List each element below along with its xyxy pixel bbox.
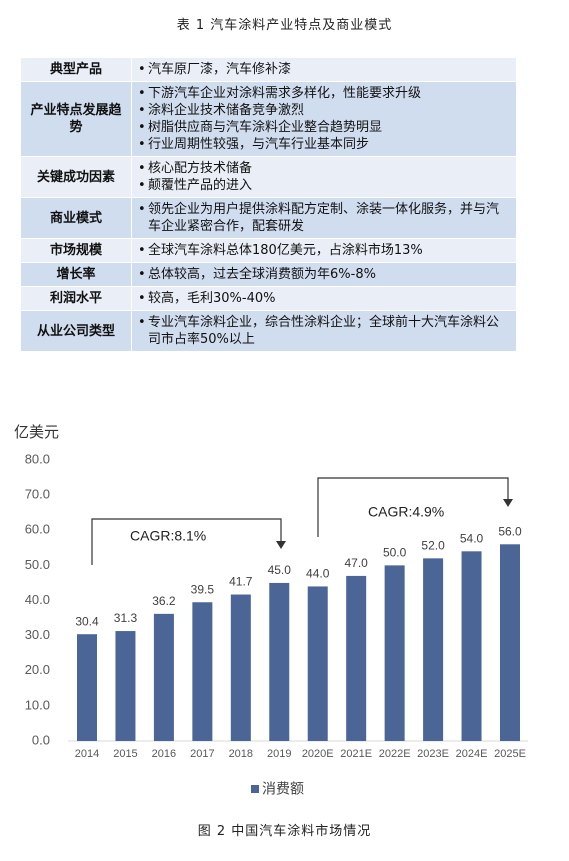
bullet-item: 涂料企业技术储备竞争激烈	[138, 102, 510, 119]
x-tick-label: 2019	[267, 748, 291, 760]
row-content: 下游汽车企业对涂料需求多样化，性能要求升级涂料企业技术储备竞争激烈树脂供应商与汽…	[131, 81, 517, 157]
bullet-item: 总体较高，过去全球消费额为年6%-8%	[138, 266, 510, 283]
data-label: 30.4	[75, 614, 99, 628]
bullet-item: 树脂供应商与汽车涂料企业整合趋势明显	[138, 119, 510, 136]
bar	[192, 602, 213, 741]
bracket	[91, 518, 282, 565]
data-label: 47.0	[345, 556, 369, 570]
chart: 亿美元 CAGR:8.1% CAGR:4.9% 0.0 10.0 20.0 30.0 4…	[14, 424, 528, 797]
bar	[461, 551, 482, 741]
bar	[307, 586, 328, 741]
bullet-item: 核心配方技术储备	[138, 160, 510, 177]
row-content: 汽车原厂漆，汽车修补漆	[131, 57, 517, 82]
bar	[269, 582, 290, 741]
y-tick-label: 40.0	[25, 592, 50, 607]
row-content: 领先企业为用户提供涂料配方定制、涂装一体化服务，并与汽车企业紧密合作，配套研发	[131, 197, 517, 239]
bullet-item: 颠覆性产品的进入	[138, 177, 510, 194]
x-tick-label: 2017	[190, 748, 214, 760]
bullet-item: 下游汽车企业对涂料需求多样化，性能要求升级	[138, 85, 510, 102]
data-label: 41.7	[229, 575, 253, 589]
x-tick-label: 2021E	[340, 748, 372, 760]
table: 典型产品汽车原厂漆，汽车修补漆产业特点发展趋势下游汽车企业对涂料需求多样化，性能…	[20, 57, 517, 352]
data-label: 39.5	[191, 582, 215, 596]
annotation: CAGR:4.9%	[368, 504, 444, 520]
y-axis-label: 亿美元	[14, 424, 59, 441]
arrow-head	[503, 499, 513, 507]
row-label: 增长率	[20, 262, 132, 287]
y-tick-label: 50.0	[25, 557, 50, 572]
table-title: 表 1 汽车涂料产业特点及商业模式	[176, 18, 393, 33]
x-tick-label: 2022E	[379, 748, 411, 760]
data-label: 50.0	[383, 546, 407, 560]
table-row: 典型产品汽车原厂漆，汽车修补漆	[20, 57, 517, 82]
data-label: 36.2	[152, 594, 176, 608]
x-tick-label: 2020E	[302, 748, 334, 760]
bullet-item: 领先企业为用户提供涂料配方定制、涂装一体化服务，并与汽车企业紧密合作，配套研发	[138, 201, 510, 235]
y-tick-label: 10.0	[25, 697, 50, 712]
bar	[153, 613, 174, 741]
bar	[346, 575, 367, 741]
bar	[115, 631, 136, 741]
row-label: 从业公司类型	[20, 310, 132, 352]
table-row: 利润水平较高，毛利30%-40%	[20, 286, 517, 311]
row-label: 典型产品	[20, 57, 132, 82]
bullet-item: 较高，毛利30%-40%	[138, 290, 510, 307]
y-tick-label: 70.0	[25, 487, 50, 502]
bar	[423, 558, 444, 741]
table-row: 市场规模全球汽车涂料总体180亿美元，占涂料市场13%	[20, 238, 517, 263]
table-row: 产业特点发展趋势下游汽车企业对涂料需求多样化，性能要求升级涂料企业技术储备竞争激…	[20, 81, 517, 157]
bracket	[317, 477, 509, 537]
bullet-item: 汽车原厂漆，汽车修补漆	[138, 61, 510, 78]
row-label: 市场规模	[20, 238, 132, 263]
bullet-item: 行业周期性较强，与汽车行业基本同步	[138, 136, 510, 153]
y-tick-label: 60.0	[25, 522, 50, 537]
row-label: 利润水平	[20, 286, 132, 311]
table-row: 商业模式领先企业为用户提供涂料配方定制、涂装一体化服务，并与汽车企业紧密合作，配…	[20, 197, 517, 239]
legend-label: 消费额	[262, 781, 304, 797]
bar	[230, 594, 251, 741]
data-label: 45.0	[268, 563, 292, 577]
bullet-item: 专业汽车涂料企业，综合性涂料企业；全球前十大汽车涂料公司市占率50%以上	[138, 314, 510, 348]
y-tick-label: 80.0	[25, 451, 50, 466]
x-tick-label: 2014	[75, 748, 99, 760]
row-label: 产业特点发展趋势	[20, 81, 132, 157]
row-content: 总体较高，过去全球消费额为年6%-8%	[131, 262, 517, 287]
data-label: 44.0	[306, 567, 330, 581]
x-tick-label: 2024E	[456, 748, 488, 760]
table-row: 关键成功因素核心配方技术储备颠覆性产品的进入	[20, 156, 517, 198]
row-content: 核心配方技术储备颠覆性产品的进入	[131, 156, 517, 198]
data-label: 31.3	[114, 611, 138, 625]
bar	[77, 634, 97, 741]
data-label: 52.0	[421, 539, 445, 553]
arrow-head	[276, 541, 286, 549]
y-tick-label: 30.0	[25, 627, 50, 642]
x-tick-label: 2016	[152, 748, 176, 760]
row-label: 关键成功因素	[20, 156, 132, 198]
row-content: 全球汽车涂料总体180亿美元，占涂料市场13%	[131, 238, 517, 263]
row-content: 较高，毛利30%-40%	[131, 286, 517, 311]
table-row: 从业公司类型专业汽车涂料企业，综合性涂料企业；全球前十大汽车涂料公司市占率50%…	[20, 310, 517, 352]
annotation: CAGR:8.1%	[130, 528, 206, 544]
bar	[384, 565, 405, 741]
bullet-item: 全球汽车涂料总体180亿美元，占涂料市场13%	[138, 242, 510, 259]
x-tick-label: 2018	[229, 748, 253, 760]
data-label: 54.0	[460, 531, 484, 545]
x-tick-label: 2025E	[494, 748, 526, 760]
x-tick-label: 2015	[113, 748, 137, 760]
row-content: 专业汽车涂料企业，综合性涂料企业；全球前十大汽车涂料公司市占率50%以上	[131, 310, 517, 352]
y-tick-label: 20.0	[25, 662, 50, 677]
legend-swatch	[251, 785, 259, 793]
bar	[500, 544, 520, 741]
x-tick-label: 2023E	[417, 748, 449, 760]
row-label: 商业模式	[20, 197, 132, 239]
y-tick-label: 0.0	[32, 732, 50, 747]
data-label: 56.0	[498, 524, 522, 538]
table-row: 增长率总体较高，过去全球消费额为年6%-8%	[20, 262, 517, 287]
figure-caption: 图 2 中国汽车涂料市场情况	[197, 824, 372, 839]
